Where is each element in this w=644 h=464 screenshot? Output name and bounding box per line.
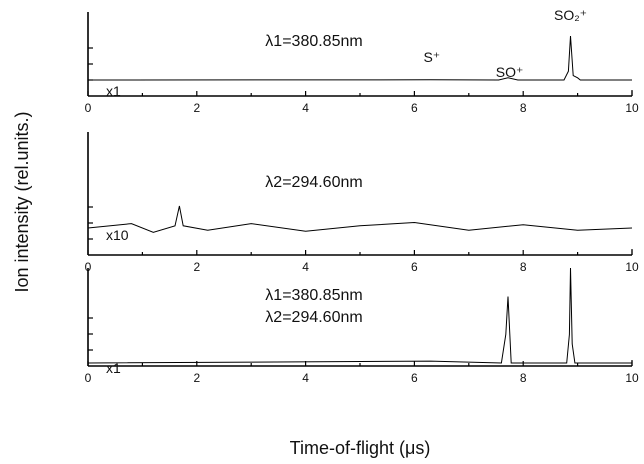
x-tick-label: 8 bbox=[520, 260, 527, 274]
x-tick-label: 0 bbox=[85, 371, 92, 385]
wavelength-label: λ2=294.60nm bbox=[265, 309, 362, 326]
x-tick-label: 6 bbox=[411, 260, 418, 274]
wavelength-label: λ2=294.60nm bbox=[265, 174, 362, 191]
x-tick-label: 8 bbox=[520, 371, 527, 385]
x-tick-label: 10 bbox=[625, 260, 639, 274]
peak-label: SO⁺ bbox=[496, 64, 524, 80]
wavelength-label: λ1=380.85nm bbox=[265, 33, 362, 50]
panel-middle: 0 2 4 6 8 10 λ2=294.60nm x10 bbox=[85, 132, 639, 274]
scale-label: x1 bbox=[106, 83, 121, 99]
x-tick-label: 2 bbox=[193, 371, 200, 385]
x-tick-label: 6 bbox=[411, 101, 418, 115]
scale-label: x10 bbox=[106, 227, 129, 243]
signal-trace bbox=[87, 205, 633, 233]
x-tick-label: 4 bbox=[302, 260, 309, 274]
signal-trace bbox=[87, 35, 632, 81]
panel-top: 0 2 4 6 8 10 λ1=380.85nm x1 S⁺ SO⁺ SO₂⁺ bbox=[85, 7, 639, 115]
panels: 0 2 4 6 8 10 λ1=380.85nm x1 S⁺ SO⁺ SO₂⁺ 0 2 4 6 8 10 λ2=2… bbox=[85, 7, 639, 385]
peak-label: SO₂⁺ bbox=[554, 7, 587, 23]
x-tick-label: 4 bbox=[302, 101, 309, 115]
panel-bottom: 0 2 4 6 8 10 λ1=380.85nm λ2=294.60nm x1 bbox=[85, 267, 639, 385]
wavelength-label: λ1=380.85nm bbox=[265, 287, 362, 304]
x-tick-label: 10 bbox=[625, 371, 639, 385]
peak-label: S⁺ bbox=[423, 49, 440, 65]
x-tick-label: 6 bbox=[411, 371, 418, 385]
x-axis-label: Time-of-flight (μs) bbox=[290, 438, 431, 458]
scale-label: x1 bbox=[106, 360, 121, 376]
x-tick-label: 10 bbox=[625, 101, 639, 115]
x-tick-label: 2 bbox=[193, 101, 200, 115]
signal-trace bbox=[87, 267, 632, 364]
x-tick-label: 0 bbox=[85, 260, 92, 274]
x-tick-label: 8 bbox=[520, 101, 527, 115]
x-tick-label: 2 bbox=[193, 260, 200, 274]
x-tick-label: 4 bbox=[302, 371, 309, 385]
x-tick-label: 0 bbox=[85, 101, 92, 115]
y-axis-label: Ion intensity (rel.units.) bbox=[12, 111, 32, 292]
